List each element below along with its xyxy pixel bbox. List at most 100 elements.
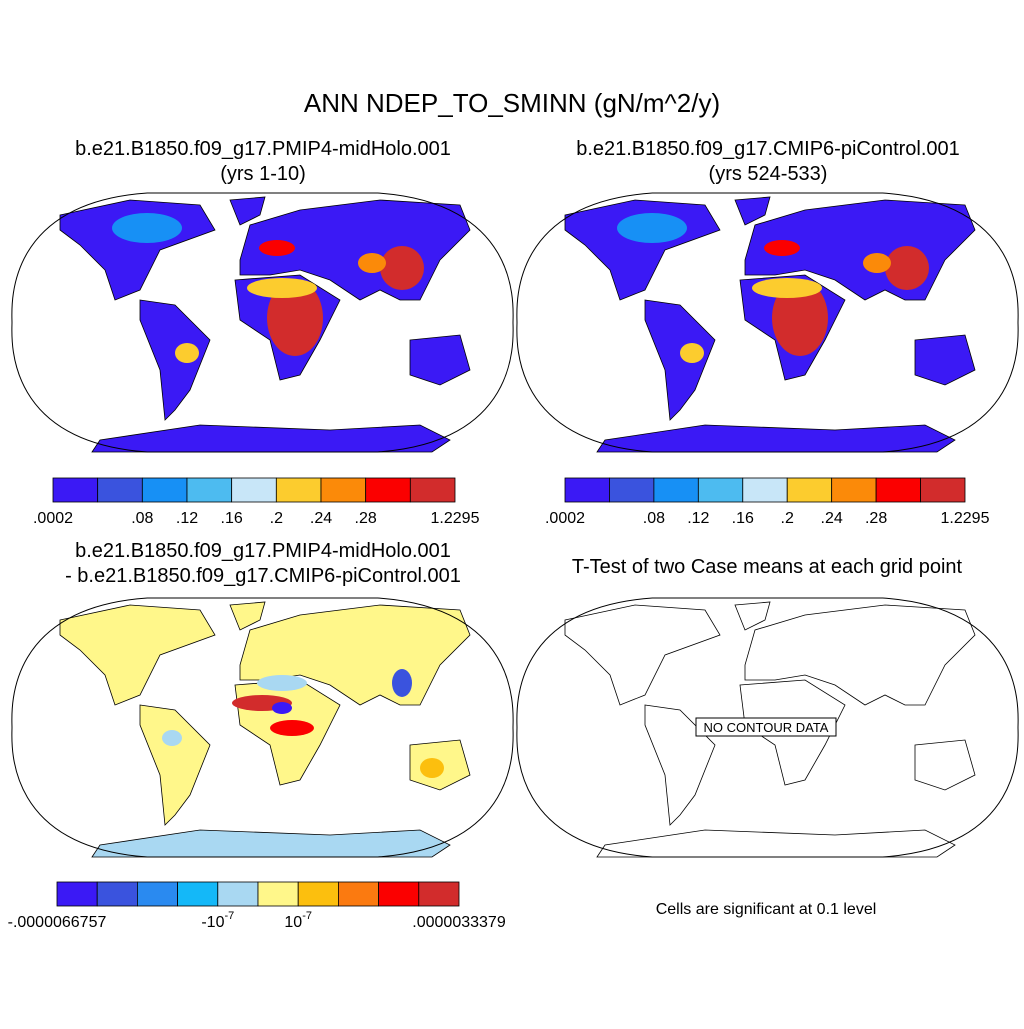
colorbar-box [217, 881, 259, 907]
colorbar-label: .12 [687, 510, 709, 527]
label-exponent: -7 [302, 910, 312, 922]
map [11, 192, 514, 453]
annotation: NO CONTOUR DATA [704, 720, 829, 735]
map-outline [516, 192, 1019, 453]
colorbar-label: .2 [781, 510, 794, 527]
colorbar-label: .0000033379 [412, 914, 506, 931]
label-base: -10 [201, 914, 224, 931]
colorbar-label: .08 [131, 510, 153, 527]
map [516, 192, 1019, 453]
hotspot [752, 278, 822, 298]
colorbar-box [418, 881, 460, 907]
colorbar-box [653, 477, 699, 503]
colorbar-box [320, 477, 367, 503]
hotspot [267, 280, 323, 356]
colorbar-label: .08 [643, 510, 665, 527]
panel-title: b.e21.B1850.f09_g17.CMIP6-piControl.001 [576, 138, 960, 160]
colorbar-label: .0002 [545, 510, 585, 527]
hotspot [358, 253, 386, 273]
colorbar-box [231, 477, 277, 503]
colorbar-label: .24 [821, 510, 843, 527]
landmass [734, 601, 771, 631]
colorbar-box [275, 477, 322, 503]
colorbar-box [52, 477, 99, 503]
colorbar-label: .28 [355, 510, 377, 527]
annotation-box [695, 717, 837, 737]
colorbar-label: .16 [221, 510, 243, 527]
panel-title: (yrs 524-533) [709, 163, 828, 185]
landmass [409, 334, 471, 386]
colorbar-label: 10-7 [284, 910, 312, 931]
landmass [596, 829, 956, 858]
colorbar-label: .2 [270, 510, 283, 527]
colorbar-label: .12 [176, 510, 198, 527]
anomaly [420, 758, 444, 778]
colorbar-box [875, 477, 921, 503]
label-exponent: -7 [224, 910, 234, 922]
colorbar-box [378, 881, 420, 907]
landmass [229, 601, 266, 631]
colorbar-box [831, 477, 877, 503]
colorbar-box [609, 477, 655, 503]
colorbar-box [97, 477, 143, 503]
landmass [564, 604, 721, 706]
footnote: Cells are significant at 0.1 level [656, 901, 877, 918]
landmass [139, 704, 211, 826]
colorbar-box [297, 881, 339, 907]
colorbar-box [920, 477, 966, 503]
map-outline [516, 597, 1019, 858]
panel-title: T-Test of two Case means at each grid po… [572, 556, 963, 578]
landmass [91, 424, 451, 453]
colorbar-box [177, 881, 219, 907]
anomaly [270, 720, 314, 736]
colorbar-box [786, 477, 833, 503]
anomaly [257, 675, 307, 691]
landmass [91, 829, 451, 858]
landmass [914, 739, 976, 791]
colorbar-label: 1.2295 [941, 510, 990, 527]
panel-title: b.e21.B1850.f09_g17.PMIP4-midHolo.001 [75, 138, 451, 160]
map-outline [11, 597, 514, 858]
colorbar-box [186, 477, 233, 503]
hotspot [680, 343, 704, 363]
landmass [596, 424, 956, 453]
colorbar-label: .16 [732, 510, 754, 527]
figure-title: ANN NDEP_TO_SMINN (gN/m^2/y) [304, 88, 720, 118]
colorbar-label: .28 [865, 510, 887, 527]
hotspot [259, 240, 295, 256]
colorbar-box [136, 881, 178, 907]
colorbar-box [337, 881, 379, 907]
panel-title: (yrs 1-10) [220, 163, 306, 185]
map [11, 597, 514, 858]
colorbar-box [56, 881, 98, 907]
hotspot [863, 253, 891, 273]
landmass [229, 196, 266, 226]
colorbar-box [257, 881, 299, 907]
colorbar-box [564, 477, 610, 503]
colorbar-box [96, 881, 138, 907]
map-outline [11, 192, 514, 453]
colorbar-label: -.0000066757 [8, 914, 107, 931]
hotspot [112, 213, 182, 243]
panel-title: b.e21.B1850.f09_g17.PMIP4-midHolo.001 [75, 540, 451, 562]
label-base: 10 [284, 914, 302, 931]
colorbar-box [409, 477, 456, 503]
hotspot [175, 343, 199, 363]
anomaly [392, 669, 412, 697]
anomaly [272, 702, 292, 714]
colorbar-box [742, 477, 788, 503]
hotspot [885, 246, 929, 290]
hotspot [764, 240, 800, 256]
panel-title: - b.e21.B1850.f09_g17.CMIP6-piControl.00… [65, 565, 461, 587]
hotspot [247, 278, 317, 298]
anomaly [162, 730, 182, 746]
colorbar-label: .24 [310, 510, 332, 527]
colorbar-label: 1.2295 [431, 510, 480, 527]
colorbar-label: -10-7 [201, 910, 234, 931]
hotspot [772, 280, 828, 356]
landmass [644, 299, 716, 421]
landmass [139, 299, 211, 421]
colorbar-label: .0002 [33, 510, 73, 527]
hotspot [380, 246, 424, 290]
